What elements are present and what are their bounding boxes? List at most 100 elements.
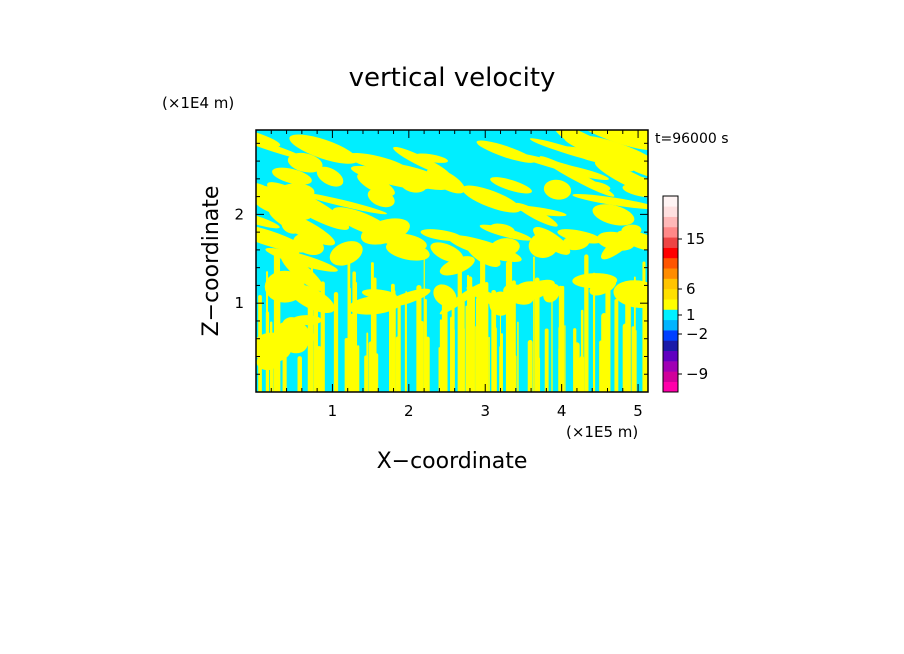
colorbar-swatch [663,299,678,310]
positive-plume [329,241,363,266]
positive-vertical-plume [355,282,358,392]
positive-streak [256,130,281,147]
positive-streak [543,179,572,200]
colorbar-swatch [663,288,678,300]
colorbar-label: −9 [686,365,708,383]
heatmap-field [256,130,648,392]
positive-plume [490,238,520,256]
positive-vertical-plume [544,328,549,392]
colorbar-swatch [663,330,678,341]
positive-vertical-plume [344,338,349,392]
positive-vertical-plume [573,328,577,392]
positive-blob [286,256,299,270]
positive-vertical-plume [627,285,631,392]
x-tick-label: 3 [480,402,490,420]
colorbar-swatch [663,216,678,228]
positive-vertical-plume [564,325,566,392]
positive-vertical-plume [320,281,325,392]
positive-streak [585,130,648,152]
positive-streak [490,177,532,194]
positive-vertical-plume [348,350,353,392]
positive-streak [256,223,307,253]
positive-plume [466,241,501,268]
positive-vertical-plume [642,261,646,392]
colorbar-swatch [663,381,678,393]
positive-streak [287,152,323,173]
positive-vertical-plume [313,282,319,392]
colorbar-swatch [663,206,678,217]
positive-plume [420,229,463,241]
positive-vertical-plume [517,321,519,392]
colorbar-swatch [663,371,678,382]
colorbar-swatch [663,350,678,362]
positive-plume [439,256,475,276]
y-tick-label: 2 [234,205,244,223]
x-axis-label: X−coordinate [377,449,528,474]
colorbar: −9 −21 6 15 [662,195,708,393]
positive-vertical-plume [297,356,302,392]
positive-vertical-plume [423,259,425,392]
x-tick-label: 5 [633,402,643,420]
positive-plume [479,224,532,241]
positive-vertical-plume [580,356,585,392]
plot-frame [255,129,649,393]
positive-vertical-plume [463,328,465,392]
positive-streak [272,167,312,185]
positive-plume [360,218,410,245]
positive-vertical-plume [368,341,375,392]
positive-vertical-plume [352,271,356,392]
positive-vertical-plume [592,272,596,392]
positive-vertical-plume [632,335,635,392]
positive-vertical-plume [535,356,541,392]
colorbar-swatch [663,226,678,238]
positive-streak [552,163,609,181]
positive-streak [256,208,280,229]
x-tick-label: 1 [328,402,338,420]
x-tick-label: 2 [404,402,414,420]
positive-vertical-plume [633,276,636,392]
positive-vertical-plume [484,281,489,392]
positive-blob [279,201,309,216]
colorbar-swatch [663,247,678,259]
positive-vertical-plume [605,283,609,392]
positive-streak [476,140,535,163]
positive-streak [622,183,648,198]
colorbar-swatch [663,257,678,269]
positive-vertical-plume [333,292,339,392]
positive-vertical-plume [533,256,535,392]
positive-vertical-plume [488,336,490,392]
positive-vertical-plume [441,284,446,392]
y-axis-label: Z−coordinate [199,186,224,337]
positive-vertical-plume [356,345,360,392]
positive-vertical-plume [366,332,369,392]
positive-plume [562,234,590,251]
colorbar-swatch [663,361,678,372]
colorbar-swatch [663,319,678,331]
positive-vertical-plume [424,298,427,392]
positive-streak [350,165,430,190]
colorbar-swatch [663,196,678,207]
positive-plume [533,228,551,253]
positive-vertical-plume [404,296,407,392]
y-axis: 12 [234,142,648,375]
positive-blob [256,354,279,371]
positive-streak [316,166,344,187]
positive-plume [621,224,642,236]
positive-streak [289,134,358,164]
colorbar-swatch [663,278,678,290]
colorbar-frame [662,195,679,393]
colorbar-swatch [663,340,678,352]
positive-streak [592,204,635,226]
positive-streak [575,135,648,167]
positive-streak [393,146,450,176]
positive-streak [298,192,387,215]
colorbar-swatch [663,237,678,248]
y-tick-label: 1 [234,294,244,312]
colorbar-label: 15 [686,230,705,248]
positive-streak [430,242,464,263]
y-unit-label: (×1E4 m) [162,94,234,112]
positive-vertical-plume [439,319,443,392]
positive-vertical-plume [508,256,513,392]
positive-vertical-plume [393,290,396,392]
